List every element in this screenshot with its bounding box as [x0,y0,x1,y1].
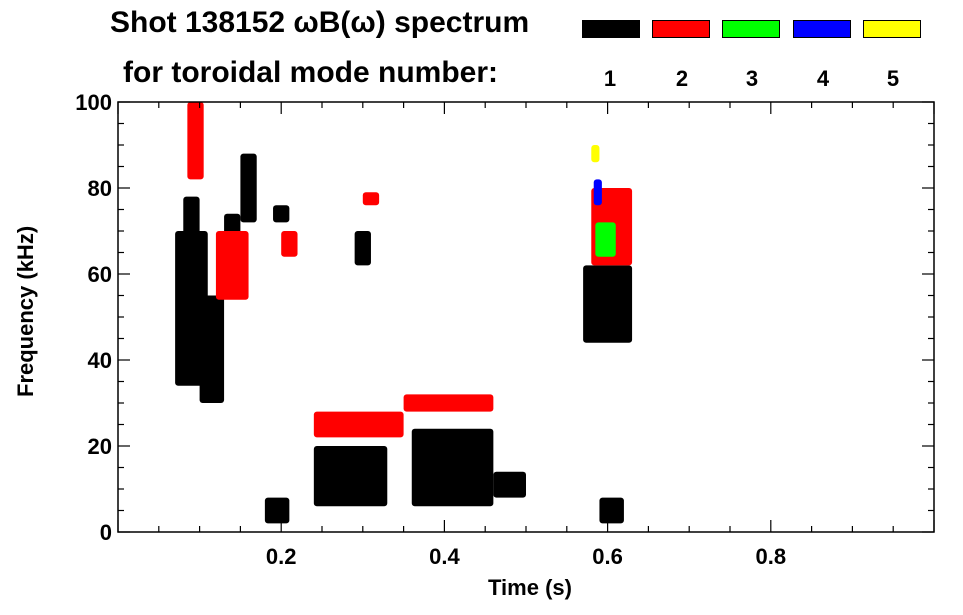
x-tick-label: 0.4 [429,544,460,569]
mode-1-region-9 [411,428,494,507]
y-tick-label: 40 [88,348,112,373]
chart-title-line1: Shot 138152 ωB(ω) spectrum [110,6,530,39]
plot-frame [117,101,935,533]
mode-1-region-7 [313,446,388,507]
mode-2-region-17 [313,411,404,438]
legend-swatch-mode-4 [793,20,851,38]
chart-title-line2: for toroidal mode number: [123,56,498,89]
x-tick-label: 0.6 [592,544,623,569]
mode-4-region-21 [593,179,602,206]
mode-1-region-2 [199,295,225,403]
mode-1-region-8 [354,231,371,266]
mode-1-region-3 [240,153,257,223]
mode-2-region-18 [403,394,494,412]
legend-swatch-mode-3 [722,20,780,38]
legend-mode-3: 3 [745,66,759,91]
y-axis-label: Frequency (kHz) [13,225,38,397]
x-tick-label: 0.2 [266,544,297,569]
y-tick-label: 100 [75,90,112,115]
mode-1-region-11 [583,265,633,343]
legend-swatch-mode-1 [582,20,640,38]
mode-1-region-5 [273,205,290,223]
y-tick-label: 0 [100,520,112,545]
mode-5-region-22 [591,145,600,163]
y-tick-label: 80 [88,176,112,201]
legend-swatch-mode-2 [652,20,710,38]
legend-mode-2: 2 [675,66,689,91]
mode-2-region-13 [187,102,204,180]
legend-mode-1: 1 [603,66,617,91]
mode-2-region-14 [215,231,249,300]
mode-1-region-1 [183,196,200,266]
mode-1-region-6 [264,497,290,524]
mode-1-region-12 [599,497,624,524]
mode-2-region-16 [362,192,380,206]
mode-2-region-15 [281,231,298,257]
x-tick-label: 0.8 [756,544,787,569]
mode-1-region-0 [175,231,208,386]
y-tick-label: 60 [88,262,112,287]
legend-swatch-mode-5 [863,20,921,38]
legend-mode-4: 4 [816,66,830,91]
legend-mode-5: 5 [886,66,900,91]
mode-3-region-20 [595,222,616,257]
x-axis-label: Time (s) [488,575,572,600]
mode-1-region-10 [493,471,526,498]
y-tick-label: 20 [88,434,112,459]
